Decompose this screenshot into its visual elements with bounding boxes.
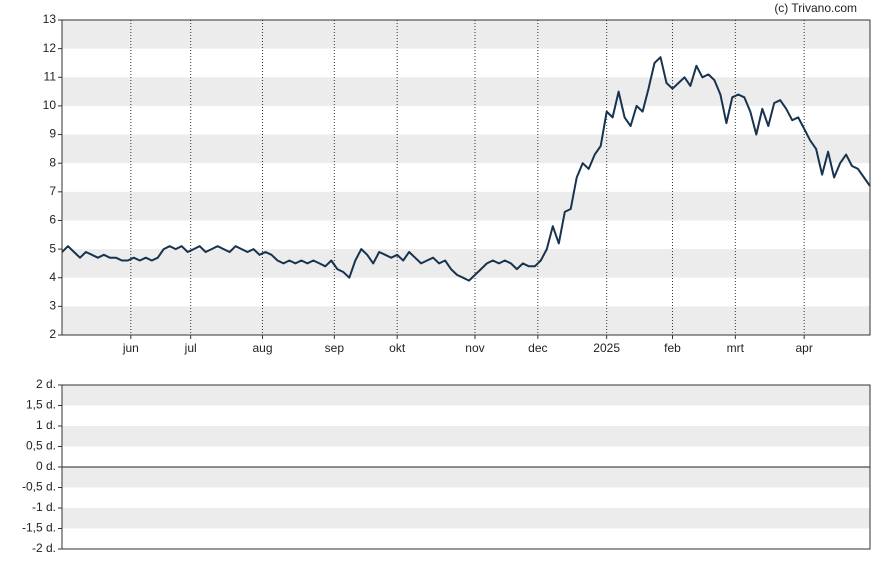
grid-band (62, 134, 870, 164)
x-tick-label: jun (122, 341, 139, 355)
x-tick-label: sep (325, 341, 345, 355)
grid-band (62, 306, 870, 335)
x-tick-label: feb (664, 341, 681, 355)
grid-band (62, 426, 870, 447)
y-tick-label: -0,5 d. (22, 480, 56, 494)
grid-band (62, 77, 870, 106)
y-tick-label: 8 (49, 155, 56, 169)
price-line (61, 56, 871, 282)
x-tick-label: 2025 (593, 341, 620, 355)
y-tick-label: -1,5 d. (22, 521, 56, 535)
x-tick-label: apr (795, 341, 812, 355)
grid-band (62, 249, 870, 278)
grid-band (62, 508, 870, 529)
grid-band (62, 20, 870, 49)
x-tick-label: jul (184, 341, 197, 355)
y-tick-label: 9 (49, 127, 56, 141)
plot-frame (61, 19, 871, 336)
x-tick-label: okt (389, 341, 406, 355)
grid-band (62, 385, 870, 406)
y-tick-label: 1,5 d. (26, 398, 56, 412)
x-tick-label: dec (528, 341, 547, 355)
y-tick-label: 10 (43, 98, 57, 112)
y-tick-label: 5 (49, 241, 56, 255)
y-tick-label: 2 d. (36, 377, 56, 391)
y-tick-label: 0,5 d. (26, 439, 56, 453)
y-tick-label: 11 (44, 69, 57, 83)
y-tick-label: 7 (49, 184, 56, 198)
y-tick-label: 6 (49, 213, 56, 227)
x-tick-label: aug (252, 341, 272, 355)
watermark: (c) Trivano.com (774, 1, 857, 15)
y-tick-label: 1 d. (36, 418, 56, 432)
grid-band (62, 191, 870, 221)
grid-band (62, 467, 870, 488)
y-tick-label: -1 d. (32, 500, 56, 514)
y-tick-label: 4 (49, 270, 56, 284)
y-tick-label: 0 d. (36, 459, 56, 473)
y-tick-label: -2 d. (32, 541, 56, 555)
plot-frame (61, 384, 871, 550)
x-tick-label: mrt (727, 341, 745, 355)
y-tick-label: 13 (43, 12, 57, 26)
y-tick-label: 2 (49, 327, 56, 341)
x-tick-label: nov (465, 341, 484, 355)
y-tick-label: 3 (49, 299, 56, 313)
y-tick-label: 12 (43, 41, 57, 55)
